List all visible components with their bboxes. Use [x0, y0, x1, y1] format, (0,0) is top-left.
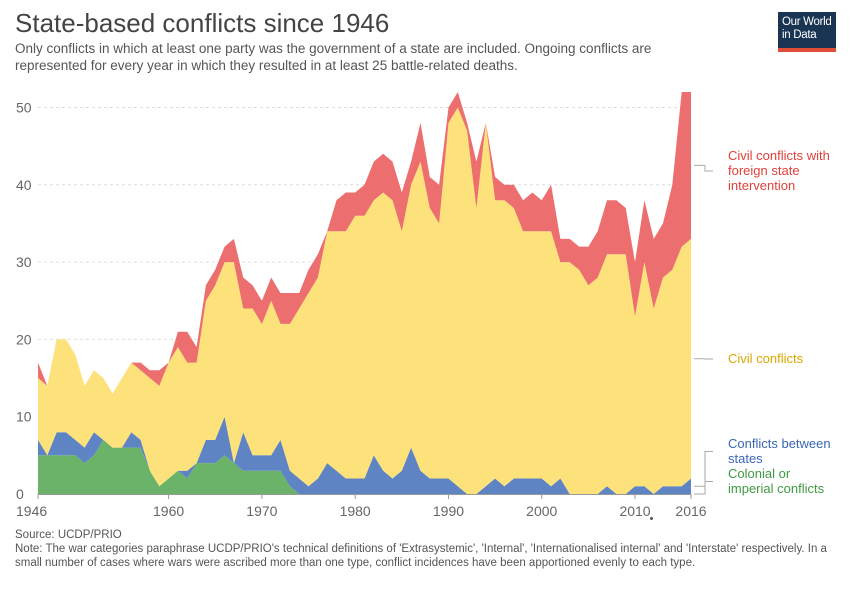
x-tick-1980: 1980	[340, 503, 371, 519]
logo-line-2: in Data	[782, 29, 817, 41]
footer: Source: UCDP/PRIO Note: The war categori…	[15, 528, 835, 570]
x-axis: 1946 1960 1970 1980 1990 2000 2010 2016	[16, 494, 707, 519]
x-tick-2010: 2010	[619, 503, 650, 519]
owid-logo[interactable]: Our World in Data	[778, 12, 836, 52]
legend-label-colonial-1: Colonial or	[728, 466, 791, 481]
legend-label-colonial-2: imperial conflicts	[728, 481, 825, 496]
timeline-marker-dot	[650, 517, 653, 520]
x-tick-2000: 2000	[526, 503, 557, 519]
x-tick-1970: 1970	[246, 503, 277, 519]
legend-label-between-1: Conflicts between	[728, 436, 831, 451]
legend-label-foreign-2: foreign state	[728, 163, 800, 178]
x-tick-1960: 1960	[153, 503, 184, 519]
source-text: Source: UCDP/PRIO	[15, 529, 122, 541]
y-tick-10: 10	[16, 409, 32, 425]
area-series-1	[38, 439, 691, 494]
area-series-4	[38, 92, 691, 394]
series-areas	[38, 92, 691, 494]
y-axis-tick-labels: 0 10 20 30 40 50	[16, 99, 32, 502]
chart-title: State-based conflicts since 1946	[15, 8, 390, 38]
legend-label-civil-1: Civil conflicts	[728, 351, 804, 366]
y-tick-50: 50	[16, 99, 32, 115]
chart-subtitle: Only conflicts in which at least one par…	[15, 41, 652, 73]
x-tick-1990: 1990	[433, 503, 464, 519]
logo-line-1: Our World	[782, 16, 832, 28]
y-tick-0: 0	[16, 486, 24, 502]
area-series-3	[38, 107, 691, 494]
y-tick-30: 30	[16, 254, 32, 270]
legend-leader-colonial	[694, 481, 713, 495]
x-tick-2016: 2016	[675, 503, 706, 519]
legend-label-foreign-3: intervention	[728, 178, 795, 193]
legend-label-between-2: states	[728, 451, 763, 466]
legend-label-foreign-1: Civil conflicts with	[728, 148, 830, 163]
y-tick-20: 20	[16, 331, 32, 347]
x-tick-1946: 1946	[16, 503, 47, 519]
note-text: Note: The war categories paraphrase UCDP…	[15, 543, 827, 569]
legend-leader-foreign	[694, 164, 713, 172]
y-tick-40: 40	[16, 177, 32, 193]
legend-leader-between	[694, 451, 713, 487]
area-series-2	[38, 416, 691, 494]
